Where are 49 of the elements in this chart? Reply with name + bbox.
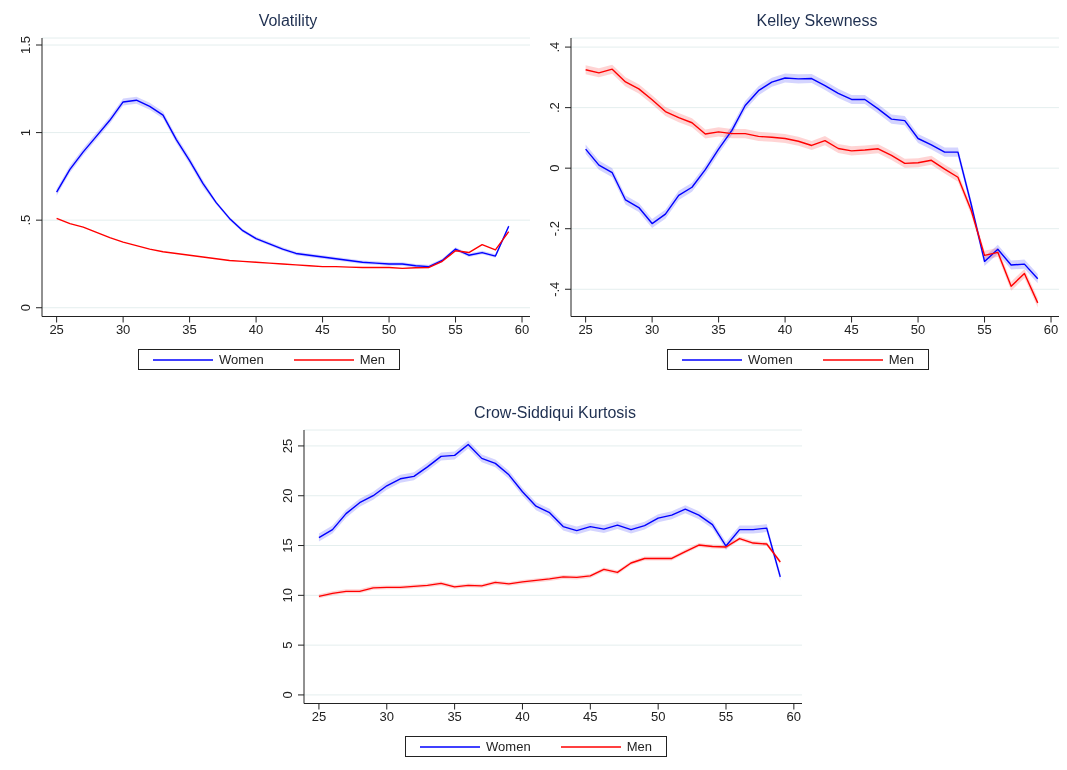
- y-tick-label: -.2: [547, 221, 562, 237]
- line-series: [55, 217, 510, 270]
- x-tick-label: 30: [644, 321, 660, 337]
- y-tick-label: .5: [18, 214, 33, 226]
- legend-label: Women: [748, 352, 793, 367]
- x-tick-label: 55: [448, 321, 463, 337]
- y-tick-label: 1.5: [18, 35, 33, 55]
- y-tick-label: .4: [547, 41, 562, 53]
- x-tick-label: 40: [777, 321, 793, 337]
- y-tick-label: 10: [280, 588, 295, 603]
- y-tick-label: 0: [18, 304, 33, 312]
- chart-title: Crow-Siddiqui Kurtosis: [473, 403, 637, 423]
- x-tick-label: 55: [977, 321, 992, 337]
- x-tick-label: 30: [379, 708, 395, 724]
- y-tick-label: 0: [547, 164, 562, 172]
- y-tick-label: 0: [280, 691, 295, 699]
- y-tick-label: .2: [547, 102, 562, 114]
- x-tick-label: 50: [910, 321, 926, 337]
- x-tick-label: 45: [844, 321, 859, 337]
- x-tick-label: 60: [786, 708, 802, 724]
- x-tick-label: 60: [1043, 321, 1059, 337]
- legend-label: Men: [359, 352, 385, 367]
- x-tick-label: 25: [49, 321, 64, 337]
- legend-label: Men: [626, 739, 652, 754]
- y-tick-label: 25: [280, 438, 295, 454]
- x-tick-label: 40: [248, 321, 264, 337]
- y-tick-label: -.4: [547, 281, 562, 297]
- y-tick-label: 5: [280, 641, 295, 649]
- x-tick-label: 60: [514, 321, 530, 337]
- x-tick-label: 25: [311, 708, 327, 724]
- legend-label: Men: [888, 352, 914, 367]
- x-tick-label: 25: [578, 321, 593, 337]
- x-tick-label: 45: [315, 321, 330, 337]
- x-tick-label: 45: [583, 708, 598, 724]
- y-tick-label: 15: [280, 538, 295, 553]
- x-tick-label: 35: [711, 321, 726, 337]
- y-tick-label: 20: [280, 488, 295, 503]
- x-tick-label: 50: [650, 708, 666, 724]
- y-tick-label: 1: [18, 128, 33, 137]
- x-tick-label: 55: [718, 708, 734, 724]
- x-tick-label: 35: [182, 321, 197, 337]
- x-tick-label: 30: [115, 321, 131, 337]
- chart-title: Volatility: [257, 11, 319, 31]
- x-tick-label: 35: [447, 708, 462, 724]
- legend-label: Women: [486, 739, 531, 754]
- chart-title: Kelley Skewness: [755, 11, 879, 31]
- x-tick-label: 40: [515, 708, 530, 724]
- x-tick-label: 50: [381, 321, 397, 337]
- legend-label: Women: [219, 352, 264, 367]
